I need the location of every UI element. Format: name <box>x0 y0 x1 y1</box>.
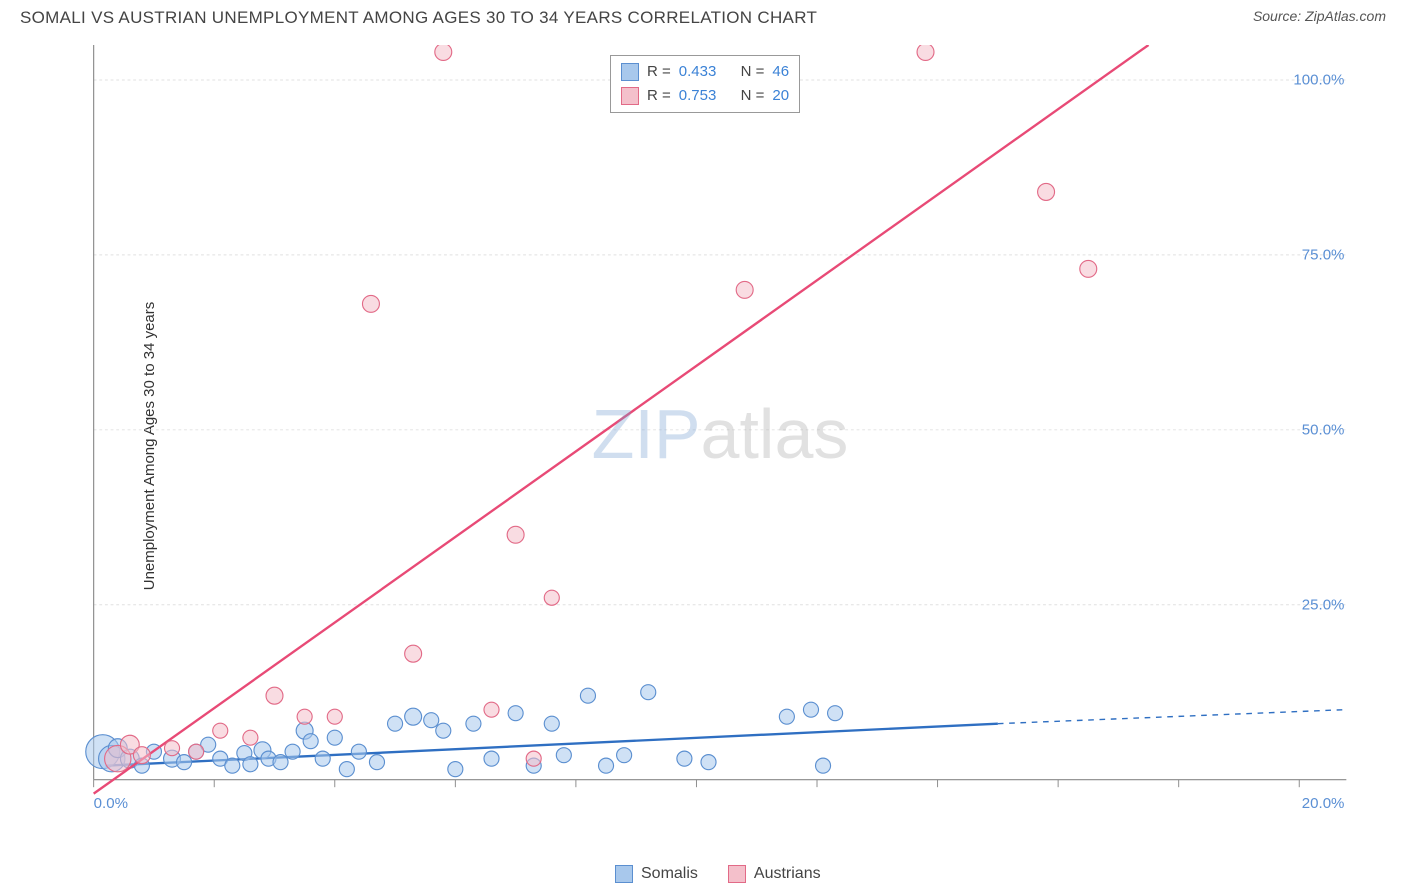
legend-item-somali: Somalis <box>615 865 698 883</box>
swatch-somali <box>621 63 639 81</box>
scatter-plot: 25.0% 50.0% 75.0% 100.0% 0.0% 20.0% <box>55 45 1385 855</box>
legend-swatch-somali <box>615 865 633 883</box>
legend: Somalis Austrians <box>615 865 821 883</box>
source-label: Source: ZipAtlas.com <box>1253 8 1386 24</box>
legend-label-austrian: Austrians <box>754 865 821 883</box>
info-row-austrian: R = 0.753 N = 20 <box>621 84 789 108</box>
svg-text:20.0%: 20.0% <box>1302 795 1345 812</box>
swatch-austrian <box>621 87 639 105</box>
svg-text:50.0%: 50.0% <box>1302 422 1345 439</box>
chart-title: SOMALI VS AUSTRIAN UNEMPLOYMENT AMONG AG… <box>20 8 817 28</box>
legend-item-austrian: Austrians <box>728 865 821 883</box>
info-row-somali: R = 0.433 N = 46 <box>621 60 789 84</box>
svg-text:75.0%: 75.0% <box>1302 247 1345 264</box>
svg-text:0.0%: 0.0% <box>94 795 128 812</box>
svg-text:25.0%: 25.0% <box>1302 596 1345 613</box>
legend-swatch-austrian <box>728 865 746 883</box>
correlation-info-box: R = 0.433 N = 46 R = 0.753 N = 20 <box>610 55 800 113</box>
svg-text:100.0%: 100.0% <box>1293 72 1344 89</box>
chart-area: 25.0%50.0%75.0%100.0%0.0%20.0% ZIPatlas … <box>55 45 1385 855</box>
legend-label-somali: Somalis <box>641 865 698 883</box>
